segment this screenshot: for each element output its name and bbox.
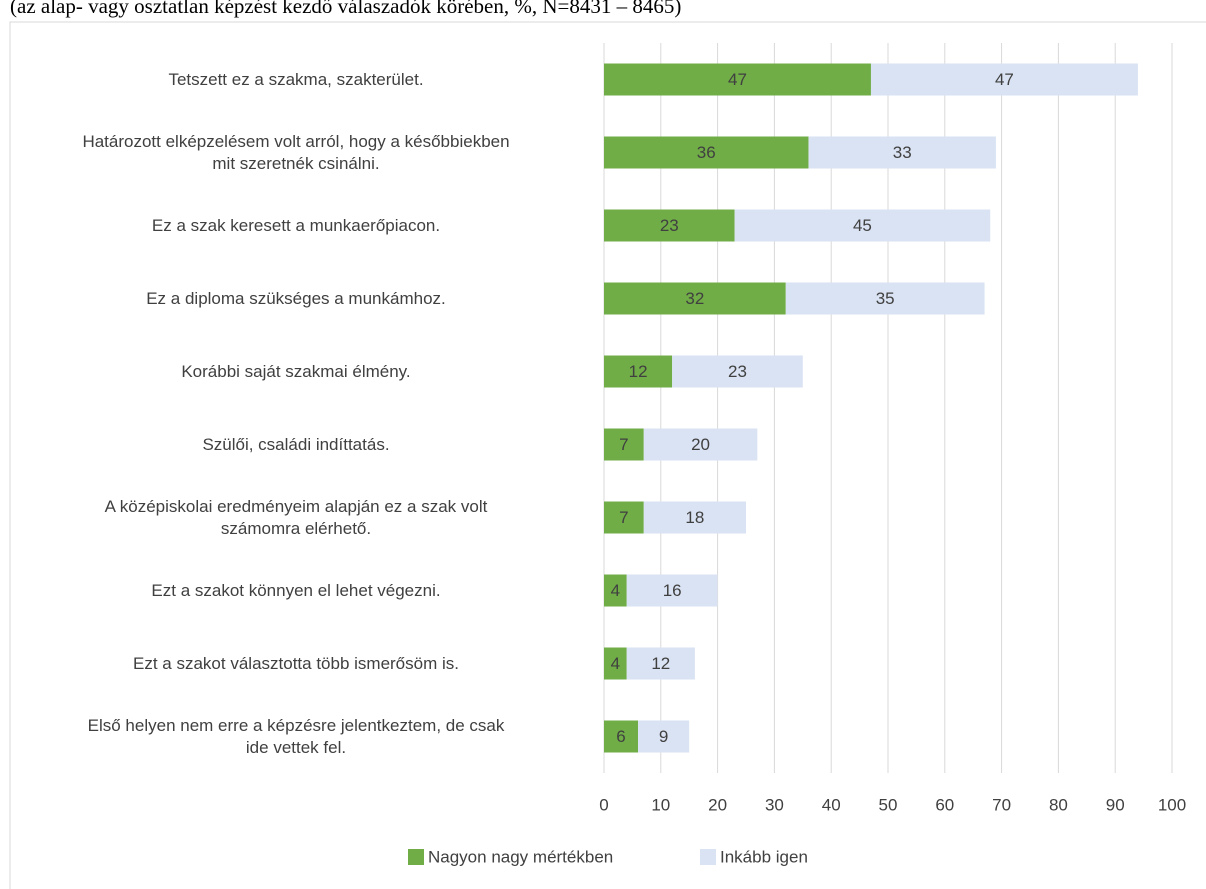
bar-segment bbox=[604, 428, 644, 461]
category-label: Ezt a szakot választotta több ismerősöm … bbox=[133, 653, 459, 673]
x-tick-label: 100 bbox=[1158, 796, 1186, 815]
bar-segment bbox=[604, 501, 644, 534]
data-label: 35 bbox=[876, 289, 895, 308]
data-label: 20 bbox=[691, 435, 710, 454]
bar-segment bbox=[870, 63, 1138, 96]
data-label: 36 bbox=[697, 143, 716, 162]
bar-segment bbox=[604, 720, 639, 753]
category-label: Ez a szak keresett a munkaerőpiacon. bbox=[151, 215, 441, 235]
data-label: 6 bbox=[616, 727, 625, 746]
bar-segment bbox=[643, 501, 746, 534]
data-label: 47 bbox=[995, 70, 1014, 89]
bar-segment bbox=[604, 209, 735, 242]
data-label: 4 bbox=[611, 581, 620, 600]
bar-segment bbox=[672, 355, 803, 388]
legend-label: Inkább igen bbox=[720, 848, 808, 867]
x-tick-label: 80 bbox=[1049, 796, 1068, 815]
x-tick-label: 0 bbox=[599, 796, 608, 815]
legend-swatch bbox=[700, 849, 716, 865]
x-tick-label: 50 bbox=[879, 796, 898, 815]
data-label: 16 bbox=[663, 581, 682, 600]
category-label: Első helyen nem erre a képzésre jelentke… bbox=[87, 715, 505, 757]
bar-segment bbox=[638, 720, 690, 753]
x-tick-label: 10 bbox=[651, 796, 670, 815]
bar-segment bbox=[643, 428, 758, 461]
bar-segment bbox=[604, 63, 871, 96]
data-label: 12 bbox=[651, 654, 670, 673]
category-label: Ezt a szakot könnyen el lehet végezni. bbox=[151, 580, 441, 600]
bar-segment bbox=[626, 574, 718, 607]
data-label: 9 bbox=[659, 727, 668, 746]
category-label: Korábbi saját szakmai élmény. bbox=[181, 361, 411, 381]
bar-segment bbox=[604, 647, 627, 680]
legend-label: Nagyon nagy mértékben bbox=[428, 848, 613, 867]
chart-border bbox=[9, 21, 1206, 889]
category-label: Szülői, családi indíttatás. bbox=[202, 434, 390, 454]
category-label: Tetszett ez a szakma, szakterület. bbox=[168, 69, 424, 89]
x-tick-label: 30 bbox=[765, 796, 784, 815]
data-label: 32 bbox=[685, 289, 704, 308]
bar-segment bbox=[604, 136, 809, 169]
data-label: 4 bbox=[611, 654, 620, 673]
data-label: 7 bbox=[619, 508, 628, 527]
bar-segment bbox=[604, 355, 673, 388]
bar-segment bbox=[785, 282, 985, 315]
category-label: Határozott elképzelésem volt arról, hogy… bbox=[82, 131, 510, 173]
bar-segment bbox=[808, 136, 996, 169]
data-label: 12 bbox=[629, 362, 648, 381]
data-label: 18 bbox=[685, 508, 704, 527]
data-label: 7 bbox=[619, 435, 628, 454]
x-tick-label: 70 bbox=[992, 796, 1011, 815]
x-tick-label: 60 bbox=[935, 796, 954, 815]
x-tick-label: 90 bbox=[1106, 796, 1125, 815]
category-label: Ez a diploma szükséges a munkámhoz. bbox=[146, 288, 446, 308]
bar-segment bbox=[626, 647, 695, 680]
bar-segment bbox=[604, 574, 627, 607]
data-label: 23 bbox=[728, 362, 747, 381]
legend-swatch bbox=[408, 849, 424, 865]
bar-segment bbox=[604, 282, 786, 315]
data-label: 33 bbox=[893, 143, 912, 162]
x-tick-label: 20 bbox=[708, 796, 727, 815]
data-label: 47 bbox=[728, 70, 747, 89]
bar-segment bbox=[734, 209, 991, 242]
data-label: 45 bbox=[853, 216, 872, 235]
category-label: A középiskolai eredményeim alapján ez a … bbox=[104, 496, 488, 538]
x-tick-label: 40 bbox=[822, 796, 841, 815]
chart-subtitle: (az alap- vagy osztatlan képzést kezdő v… bbox=[10, 0, 681, 18]
data-label: 23 bbox=[660, 216, 679, 235]
